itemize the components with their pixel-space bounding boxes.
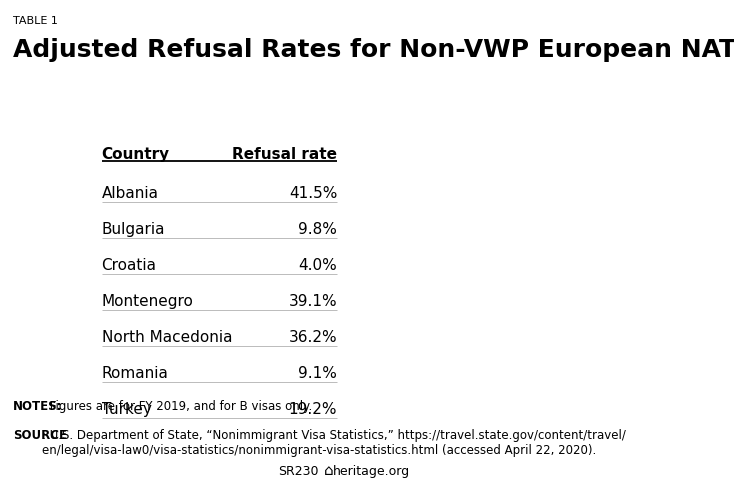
Text: Refusal rate: Refusal rate [232, 147, 337, 163]
Text: Figures are for FY 2019, and for B visas only.: Figures are for FY 2019, and for B visas… [46, 400, 312, 413]
Text: 39.1%: 39.1% [288, 294, 337, 309]
Text: Bulgaria: Bulgaria [101, 222, 165, 237]
Text: 9.1%: 9.1% [298, 366, 337, 381]
Text: heritage.org: heritage.org [333, 465, 410, 478]
Text: 9.8%: 9.8% [298, 222, 337, 237]
Text: TABLE 1: TABLE 1 [13, 16, 58, 26]
Text: SOURCE: SOURCE [13, 429, 68, 442]
Text: Albania: Albania [101, 186, 159, 201]
Text: Montenegro: Montenegro [101, 294, 194, 309]
Text: Turkey: Turkey [101, 402, 151, 417]
Text: Croatia: Croatia [101, 258, 156, 273]
Text: : U.S. Department of State, “Nonimmigrant Visa Statistics,” https://travel.state: : U.S. Department of State, “Nonimmigran… [42, 429, 625, 457]
Text: Country: Country [101, 147, 170, 163]
Text: 36.2%: 36.2% [288, 330, 337, 345]
Text: Romania: Romania [101, 366, 169, 381]
Text: 19.2%: 19.2% [288, 402, 337, 417]
Text: ⌂: ⌂ [324, 463, 333, 478]
Text: North Macedonia: North Macedonia [101, 330, 232, 345]
Text: 4.0%: 4.0% [299, 258, 337, 273]
Text: Adjusted Refusal Rates for Non-VWP European NATO Allies: Adjusted Refusal Rates for Non-VWP Europ… [13, 38, 734, 62]
Text: SR230: SR230 [279, 465, 319, 478]
Text: NOTES:: NOTES: [13, 400, 62, 413]
Text: 41.5%: 41.5% [289, 186, 337, 201]
